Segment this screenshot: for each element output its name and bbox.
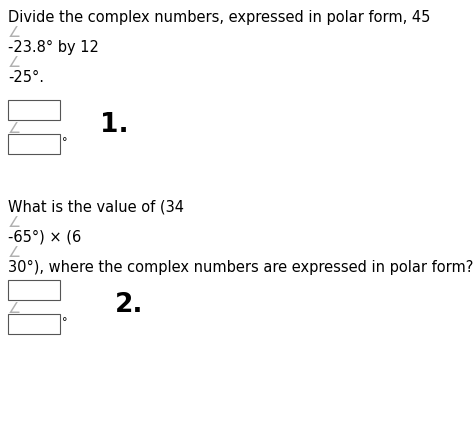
Text: -23.8° by 12: -23.8° by 12 — [8, 40, 99, 55]
Text: 2.: 2. — [115, 292, 144, 318]
Text: 30°), where the complex numbers are expressed in polar form?: 30°), where the complex numbers are expr… — [8, 260, 474, 275]
Text: -65°) × (6: -65°) × (6 — [8, 230, 81, 245]
Text: Divide the complex numbers, expressed in polar form, 45: Divide the complex numbers, expressed in… — [8, 10, 430, 25]
Text: ∠: ∠ — [8, 245, 21, 260]
Text: °: ° — [62, 317, 67, 327]
Text: ∠: ∠ — [8, 215, 21, 230]
Bar — [8, 280, 60, 300]
Bar — [8, 314, 60, 334]
Text: 1.: 1. — [100, 112, 128, 138]
Text: ∠: ∠ — [8, 301, 21, 316]
Text: ∠: ∠ — [8, 25, 21, 40]
Text: ∠: ∠ — [8, 55, 21, 70]
Bar — [8, 134, 60, 154]
Text: °: ° — [62, 137, 67, 147]
Text: ∠: ∠ — [8, 121, 21, 136]
Text: -25°.: -25°. — [8, 70, 44, 85]
Bar — [8, 100, 60, 120]
Text: What is the value of (34: What is the value of (34 — [8, 200, 184, 215]
